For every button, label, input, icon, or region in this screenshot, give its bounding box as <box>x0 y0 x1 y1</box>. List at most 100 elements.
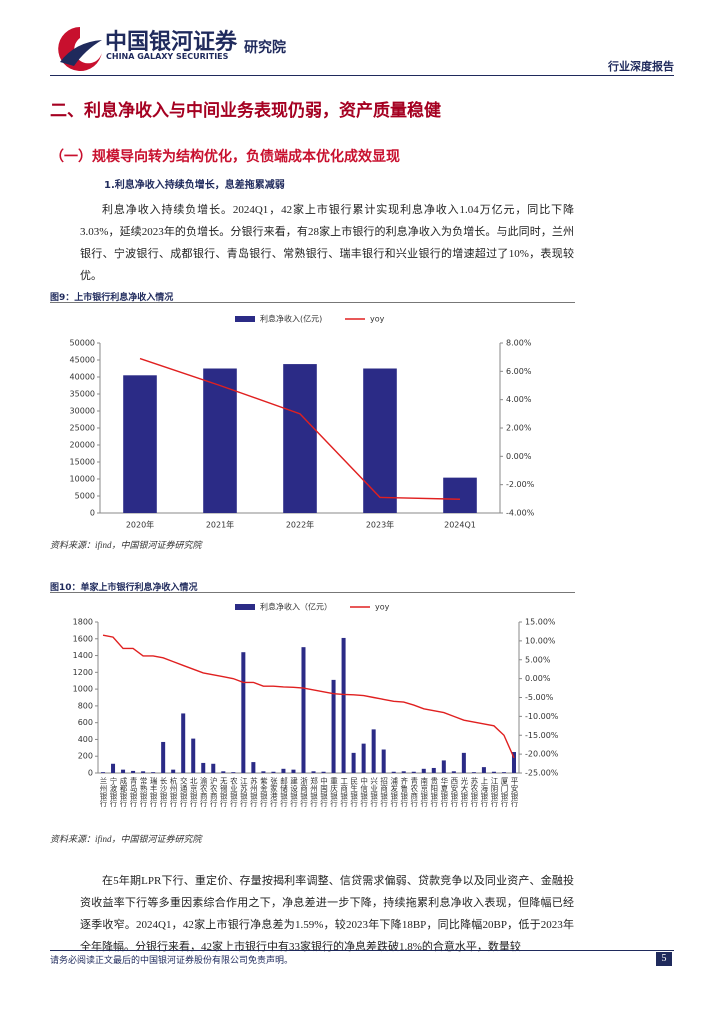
y-tick-label: 800 <box>78 701 93 710</box>
y2-tick-label: 10.00% <box>525 636 556 645</box>
x-tick-label: 兰州银行 <box>99 776 108 809</box>
bar <box>331 679 336 773</box>
x-tick-label: 2022年 <box>286 520 314 530</box>
y2-tick-label: -20.00% <box>525 750 559 759</box>
y2-tick-label: -5.00% <box>525 693 554 702</box>
y2-tick-label: 5.00% <box>525 655 551 664</box>
y-tick-label: 40000 <box>70 373 95 382</box>
bar <box>261 771 266 773</box>
bar <box>131 770 136 773</box>
bar <box>121 769 126 773</box>
x-tick-label: 浦发银行 <box>389 776 398 809</box>
x-tick-label: 郑州银行 <box>309 776 318 809</box>
line <box>139 357 461 500</box>
x-tick-label: 邮储银行 <box>279 776 288 809</box>
figure-title: 图10：单家上市银行利息净收入情况 <box>50 583 198 593</box>
chart: 0 5000 10000 15000 20000 25000 30000 35000 40000… <box>70 314 535 530</box>
x-tick-label: 建设银行 <box>289 776 298 809</box>
bar <box>401 771 406 773</box>
x-tick-label: 兴业银行 <box>369 777 378 809</box>
x-tick-label: 农业银行 <box>229 776 238 809</box>
y-tick-label: 200 <box>78 752 93 761</box>
y-tick-label: 15000 <box>70 458 95 467</box>
bar <box>191 738 196 773</box>
bar <box>203 368 237 513</box>
x-tick-label: 青岛银行 <box>129 776 138 809</box>
footer-rule <box>50 950 674 951</box>
x-tick-label: 渝农商行 <box>199 776 208 809</box>
disclaimer: 请务必阅读正文最后的中国银河证券股份有限公司免责声明。 <box>50 956 294 966</box>
bar <box>431 767 436 773</box>
figure-rule <box>50 302 575 303</box>
x-tick-label: 贵阳银行 <box>430 776 439 809</box>
y2-tick-label: 4.00% <box>506 395 532 404</box>
y-tick-label: 50000 <box>70 339 95 348</box>
legend-label: 利息净收入(亿元) <box>260 314 322 324</box>
x-tick-label: 齐鲁银行 <box>399 776 408 809</box>
y2-tick-label: 8.00% <box>506 339 532 348</box>
source: 资料来源：ifind，中国银河证券研究院 <box>50 540 202 550</box>
bar <box>491 771 496 773</box>
bar <box>301 647 306 773</box>
x-tick-label: 浙商银行 <box>299 776 308 809</box>
bar <box>341 637 346 773</box>
x-tick-label: 紫金银行 <box>259 777 268 809</box>
report-type: 行业深度报告 <box>608 60 674 73</box>
y-tick-label: 10000 <box>70 475 95 484</box>
bar <box>451 771 456 773</box>
x-tick-label: 招商银行 <box>379 776 388 809</box>
y-tick-label: 0 <box>88 769 93 778</box>
y2-tick-label: -10.00% <box>525 712 559 721</box>
figure-title: 图9：上市银行利息净收入情况 <box>50 293 174 303</box>
x-tick-label: 光大银行 <box>460 776 469 809</box>
bar <box>361 743 366 773</box>
bar <box>511 752 516 773</box>
y2-tick-label: 6.00% <box>506 367 532 376</box>
point-title: 1.利息净收入持续负增长，息差拖累减弱 <box>104 180 285 191</box>
bar <box>291 769 296 773</box>
x-tick-label: 南京银行 <box>420 776 429 809</box>
x-tick-label: 民生银行 <box>349 777 358 809</box>
x-tick-label: 常熟银行 <box>139 777 148 809</box>
bar <box>363 368 397 513</box>
logo-en: CHINA GALAXY SECURITIES <box>106 52 229 61</box>
legend-label: yoy <box>375 603 390 612</box>
x-tick-label: 青农商行 <box>410 776 419 809</box>
x-tick-label: 交通银行 <box>179 776 188 809</box>
bar <box>381 749 386 773</box>
x-tick-label: 江苏银行 <box>239 777 248 809</box>
source: 资料来源：ifind，中国银河证券研究院 <box>50 834 202 844</box>
bar <box>411 771 416 773</box>
x-tick-label: 上海银行 <box>480 777 489 809</box>
x-tick-label: 苏州银行 <box>249 776 258 809</box>
bar <box>241 652 246 773</box>
line <box>102 634 515 759</box>
x-tick-label: 平安银行 <box>510 777 519 809</box>
bar <box>101 772 106 773</box>
bar <box>171 769 176 773</box>
bar <box>371 729 376 773</box>
y-tick-label: 1800 <box>73 618 93 627</box>
y2-tick-label: -2.00% <box>506 480 535 489</box>
y2-tick-label: 0.00% <box>506 452 532 461</box>
bar <box>311 771 316 773</box>
y-tick-label: 25000 <box>70 424 95 433</box>
y2-tick-label: 0.00% <box>525 674 551 683</box>
bar <box>201 762 206 773</box>
header-rule <box>50 75 674 76</box>
section-title: 二、利息净收入与中间业务表现仍弱，资产质量稳健 <box>50 101 441 121</box>
y-tick-label: 30000 <box>70 407 95 416</box>
bar <box>123 375 157 513</box>
bar <box>111 763 116 773</box>
bar <box>501 772 506 773</box>
x-tick-label: 2024Q1 <box>444 521 476 530</box>
bar <box>231 772 236 773</box>
bar <box>181 713 186 773</box>
y2-tick-label: 15.00% <box>525 618 556 627</box>
bar <box>391 771 396 773</box>
x-tick-label: 北京银行 <box>189 777 198 809</box>
x-tick-label: 无锡银行 <box>219 777 228 809</box>
bar <box>321 771 326 773</box>
bar <box>161 741 166 773</box>
bar <box>481 767 486 773</box>
